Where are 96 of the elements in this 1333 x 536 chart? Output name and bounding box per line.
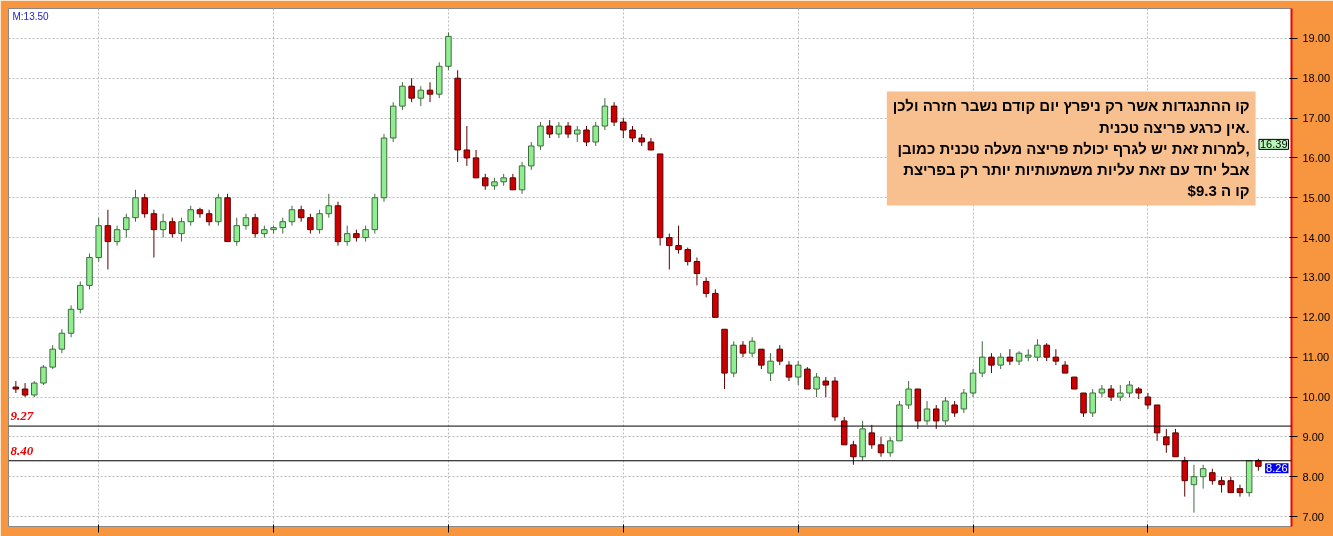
candlestick [675, 225, 682, 255]
candlestick [583, 125, 590, 147]
candlestick [712, 288, 719, 318]
candlestick [187, 205, 194, 227]
y-tick-label: 14.00 [1302, 231, 1331, 244]
candlestick [77, 280, 84, 314]
candlestick [215, 193, 222, 227]
candlestick [49, 344, 56, 370]
candlestick [804, 366, 811, 390]
y-tick-label: 18.00 [1302, 72, 1331, 85]
candlestick [776, 344, 784, 366]
candlestick [840, 416, 848, 446]
ref-line-label: 9.27 [10, 408, 34, 424]
y-tick-label: 7.00 [1302, 510, 1324, 523]
candlestick [40, 364, 47, 386]
candlestick [1172, 428, 1179, 458]
candlestick [969, 368, 977, 398]
candlestick [886, 436, 894, 458]
annotation: קו ההתנגדות אשר רק ניפרץ יום קודם נשבר חזרה ולכן אין כרגע פריצה טכנית. למרות זאת יש לגרף יכולת פריצה מעלה טכנית כמובן, אבל יחד עם זאת עליות משמעותיות יותר רק בפריצת קו ה $9.3 [892, 97, 1250, 200]
candlestick [1034, 338, 1041, 362]
candlestick [1163, 428, 1170, 454]
candlestick [610, 101, 618, 127]
candlestick [472, 149, 480, 179]
candlestick [150, 209, 158, 259]
y-tick-label: 9.00 [1302, 430, 1324, 443]
candlestick [932, 404, 940, 430]
y-tick-label: 11.00 [1302, 351, 1330, 364]
candlestick [307, 213, 314, 235]
candlestick [123, 213, 130, 239]
candlestick [1190, 464, 1198, 514]
candlestick [1052, 348, 1060, 366]
candlestick [813, 372, 820, 398]
candlestick [113, 225, 121, 247]
y-tick-label: 15.00 [1302, 191, 1331, 204]
candlestick [343, 225, 351, 247]
y-tick-label: 16.00 [1302, 151, 1331, 164]
candlestick [537, 121, 544, 151]
candlestick [748, 336, 756, 358]
candlestick [1181, 456, 1188, 498]
y-tick-label: 12.00 [1302, 311, 1331, 324]
candlestick [408, 77, 415, 103]
candlestick [316, 209, 323, 235]
candlestick [159, 213, 167, 239]
candlestick [233, 217, 241, 247]
y-tick-label: 19.00 [1302, 32, 1331, 45]
candlestick [288, 205, 296, 227]
candlestick [141, 193, 148, 219]
annotation: 16.39 [1259, 138, 1288, 151]
candlestick [169, 217, 176, 239]
candlestick [877, 436, 885, 458]
candlestick [822, 376, 830, 398]
candlestick [251, 213, 259, 239]
candlestick [666, 233, 673, 270]
y-tick-label: 17.00 [1302, 112, 1331, 125]
candlestick [463, 125, 471, 167]
annotation: M:13.50 [12, 10, 50, 22]
candlestick [426, 81, 434, 103]
candlestick [923, 400, 931, 426]
candlestick [399, 81, 406, 111]
candlestick [417, 85, 425, 107]
y-tick-label: 10.00 [1302, 391, 1331, 403]
candlestick [196, 207, 204, 219]
candlestick [702, 276, 710, 298]
candlestick [767, 352, 774, 382]
candlestick [942, 396, 949, 426]
candlestick [988, 352, 995, 374]
candlestick [12, 380, 20, 394]
candlestick [1089, 388, 1096, 418]
candlestick [518, 161, 526, 195]
candlestick [178, 217, 185, 243]
candlestick [1080, 392, 1087, 418]
candlestick [592, 121, 599, 147]
candlestick [960, 388, 968, 414]
candlestick [132, 189, 139, 223]
candlestick [67, 304, 75, 338]
candlestick [58, 328, 66, 354]
ref-line-label: 8.40 [10, 442, 34, 458]
candlestick [1199, 464, 1207, 490]
candlestick [905, 380, 912, 410]
candlestick [693, 257, 701, 286]
candlestick [104, 209, 112, 270]
candlestick [1006, 348, 1014, 366]
text: 8.26 [1266, 462, 1288, 475]
candlestick [850, 440, 857, 466]
candlestick [978, 340, 986, 378]
candlestick [758, 348, 765, 370]
candlestick [325, 193, 333, 219]
candlestick [620, 117, 627, 139]
y-tick-label: 13.00 [1302, 271, 1331, 284]
candlestick [785, 360, 793, 382]
candlestick [1236, 484, 1244, 498]
candlestick [794, 360, 802, 386]
candlestick [1098, 384, 1106, 398]
candlestick [528, 141, 535, 171]
y-tick-label: 8.00 [1302, 470, 1324, 483]
candlestick [601, 97, 609, 131]
